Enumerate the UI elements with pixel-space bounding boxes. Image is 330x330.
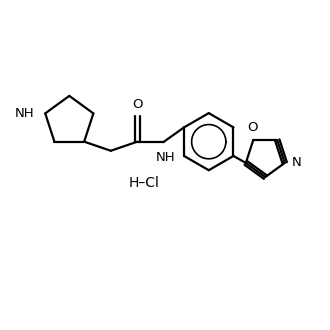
- Text: NH: NH: [15, 107, 35, 120]
- Text: NH: NH: [156, 151, 176, 164]
- Text: H–Cl: H–Cl: [128, 176, 159, 190]
- Text: O: O: [132, 98, 143, 111]
- Text: O: O: [248, 120, 258, 134]
- Text: N: N: [292, 156, 302, 169]
